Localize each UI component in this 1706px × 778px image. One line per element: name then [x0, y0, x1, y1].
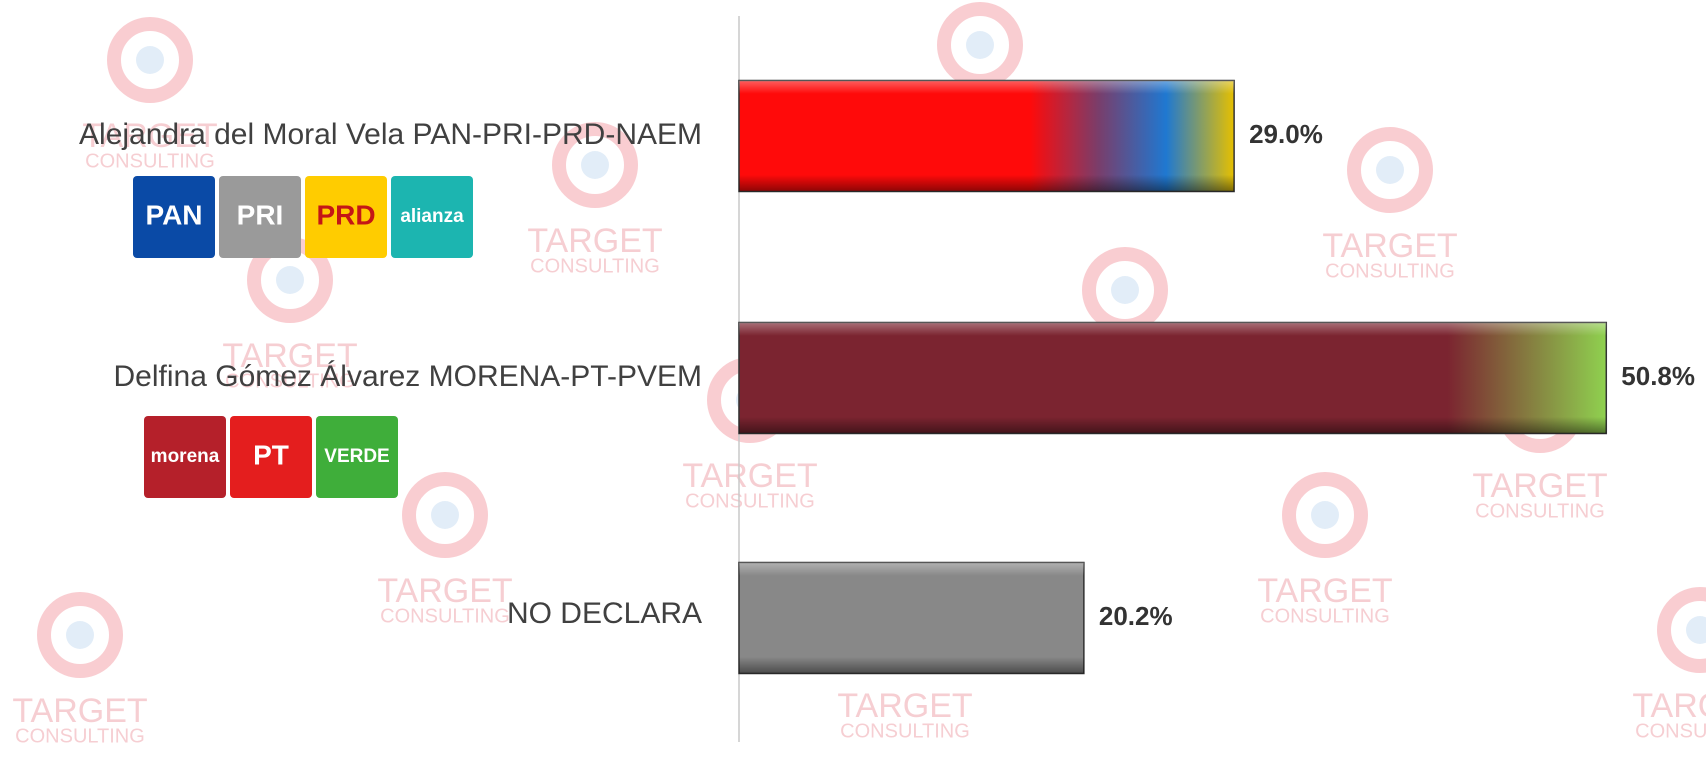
watermark-dot — [136, 46, 164, 74]
watermark-text: TARGET — [222, 337, 357, 375]
watermark-text: CONSULTING — [1635, 720, 1706, 742]
watermark-text: CONSULTING — [380, 605, 510, 627]
watermark-dot — [581, 151, 609, 179]
watermark-pin — [107, 17, 193, 103]
watermark-text: CONSULTING — [1475, 500, 1605, 522]
party-logo — [219, 176, 301, 258]
watermark-text: TARGET — [1257, 572, 1392, 610]
watermark-text: TARGET — [837, 687, 972, 725]
watermark-dot — [276, 266, 304, 294]
watermark-dot — [1686, 616, 1706, 644]
watermark-pin — [37, 592, 123, 678]
watermark-pin — [1282, 472, 1368, 558]
watermark-text: CONSULTING — [1325, 260, 1455, 282]
watermark-text: TARGET — [12, 692, 147, 730]
party-logo — [391, 176, 473, 258]
watermark-text: TARGET — [377, 572, 512, 610]
party-logo-text: alianza — [400, 206, 464, 227]
watermark-text: CONSULTING — [85, 150, 215, 172]
value-label: 20.2% — [1099, 601, 1173, 631]
party-logo — [305, 176, 387, 258]
watermark-text: CONSULTING — [685, 490, 815, 512]
value-label: 29.0% — [1249, 119, 1323, 149]
watermark-text: CONSULTING — [225, 370, 355, 392]
value-label: 50.8% — [1621, 361, 1695, 391]
watermark-dot — [966, 31, 994, 59]
watermark-text: TARGET — [682, 457, 817, 495]
party-logo — [144, 416, 226, 498]
watermark-text: TARGET — [1632, 687, 1706, 725]
party-logo — [230, 416, 312, 498]
bar-bevel — [739, 562, 1084, 674]
party-logo-text: PRI — [237, 199, 284, 230]
watermark-dot — [1376, 156, 1404, 184]
party-logo-text: morena — [151, 446, 220, 467]
watermark-dot — [66, 621, 94, 649]
party-logo-text: PRD — [316, 199, 375, 230]
watermark-text: TARGET — [1472, 467, 1607, 505]
watermark-pin — [1657, 587, 1706, 673]
watermark-dot — [1311, 501, 1339, 529]
party-logo-text: PAN — [145, 199, 202, 230]
party-logo-text: PT — [253, 439, 289, 470]
watermark-pin — [552, 122, 638, 208]
watermark-text: CONSULTING — [15, 725, 145, 747]
watermark-text: TARGET — [1322, 227, 1457, 265]
watermark-text: CONSULTING — [840, 720, 970, 742]
bar-bevel — [739, 322, 1607, 434]
bar-bevel — [739, 80, 1235, 192]
watermark-dot — [431, 501, 459, 529]
watermark-text: CONSULTING — [530, 255, 660, 277]
watermark-pin — [402, 472, 488, 558]
party-logo-text: VERDE — [324, 446, 389, 467]
category-label: Delfina Gómez Álvarez MORENA-PT-PVEM — [114, 360, 702, 393]
party-logo — [316, 416, 398, 498]
watermark-dot — [1111, 276, 1139, 304]
category-label: Alejandra del Moral Vela PAN-PRI-PRD-NAE… — [79, 118, 702, 151]
watermark-text: TARGET — [527, 222, 662, 260]
watermark-text: TARGET — [82, 117, 217, 155]
watermark-text: CONSULTING — [1260, 605, 1390, 627]
category-label: NO DECLARA — [507, 597, 702, 630]
party-logo — [133, 176, 215, 258]
watermark-pin — [1347, 127, 1433, 213]
